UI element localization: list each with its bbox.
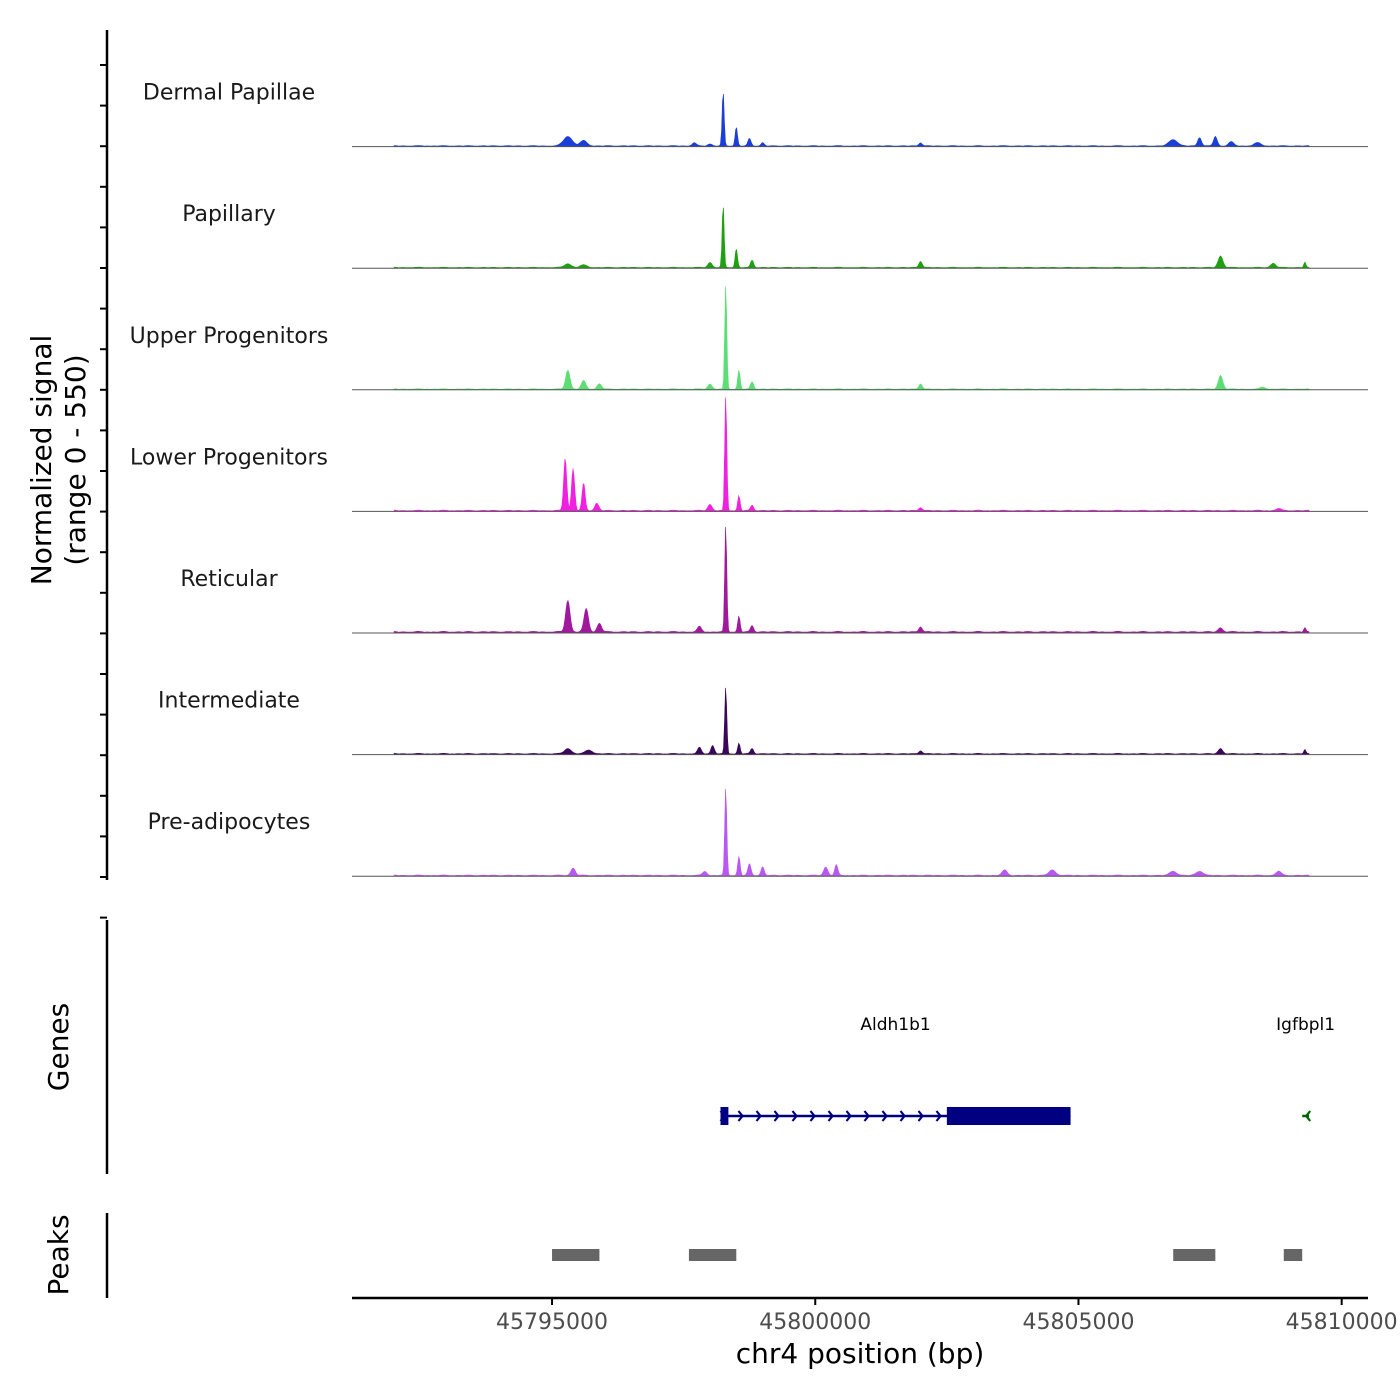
- track-label: Reticular: [180, 567, 278, 592]
- strand-arrow: [917, 1110, 924, 1122]
- coverage-area: [393, 286, 1310, 391]
- gene-label: Aldh1b1: [860, 1015, 930, 1035]
- gene-aldh1b1: Aldh1b1: [719, 1015, 1071, 1125]
- coverage-y-ticks: [100, 64, 107, 919]
- track-papillary: Papillary: [182, 202, 1368, 269]
- coverage-area: [393, 397, 1310, 512]
- strand-arrow: [737, 1110, 744, 1122]
- x-tick-label: 45795000: [496, 1310, 608, 1335]
- peak-region: [688, 1249, 737, 1261]
- strand-arrow: [863, 1110, 870, 1122]
- coverage-area: [393, 207, 1310, 269]
- strand-arrow: [809, 1110, 816, 1122]
- track-label: Lower Progenitors: [130, 445, 328, 470]
- track-lower-progenitors: Lower Progenitors: [130, 397, 1368, 512]
- y-axis-title-range: (range 0 - 550): [59, 354, 92, 565]
- peaks-panel-label: Peaks: [42, 1214, 75, 1295]
- strand-arrow: [827, 1110, 834, 1122]
- track-dermal-papillae: Dermal Papillae: [143, 81, 1368, 148]
- peak-region: [552, 1249, 600, 1261]
- genes-panel: Aldh1b1 Igfbpl1: [719, 1015, 1335, 1125]
- peaks-panel: [552, 1249, 1303, 1261]
- x-tick-label: 45810000: [1286, 1310, 1398, 1335]
- track-label: Upper Progenitors: [130, 324, 329, 349]
- track-label: Papillary: [182, 202, 276, 227]
- track-label: Dermal Papillae: [143, 81, 315, 106]
- track-pre-adipocytes: Pre-adipocytes: [148, 788, 1368, 877]
- coverage-tracks: Dermal Papillae Papillary Upper Progenitor…: [130, 81, 1368, 877]
- track-reticular: Reticular: [180, 526, 1368, 634]
- gene-exon: [720, 1107, 729, 1125]
- track-label: Intermediate: [158, 689, 300, 714]
- y-axis-title: Normalized signal (range 0 - 550): [25, 335, 92, 586]
- strand-arrow: [1304, 1110, 1312, 1122]
- x-axis-ticks: 45795000 45800000 45805000 45810000: [496, 1298, 1398, 1335]
- track-label: Pre-adipocytes: [148, 810, 311, 835]
- peak-region: [1283, 1249, 1303, 1261]
- track-upper-progenitors: Upper Progenitors: [130, 286, 1368, 391]
- genes-panel-label: Genes: [42, 1003, 75, 1091]
- coverage-area: [393, 93, 1310, 147]
- gene-igfbpl1: Igfbpl1: [1276, 1015, 1335, 1122]
- y-axis-title-main: Normalized signal: [25, 335, 58, 586]
- strand-arrow: [791, 1110, 798, 1122]
- x-tick-label: 45805000: [1022, 1310, 1134, 1335]
- coverage-area: [393, 526, 1310, 634]
- x-tick-label: 45800000: [759, 1310, 871, 1335]
- strand-arrow: [773, 1110, 780, 1122]
- strand-arrow: [755, 1110, 762, 1122]
- coverage-area: [393, 788, 1310, 877]
- coverage-area: [393, 687, 1310, 755]
- strand-arrow: [899, 1110, 906, 1122]
- peak-region: [1173, 1249, 1216, 1261]
- strand-arrow: [935, 1110, 942, 1122]
- strand-arrow: [881, 1110, 888, 1122]
- x-axis-title: chr4 position (bp): [736, 1337, 985, 1370]
- strand-arrow: [845, 1110, 852, 1122]
- gene-label: Igfbpl1: [1276, 1015, 1335, 1035]
- gene-exon: [946, 1107, 1071, 1125]
- track-intermediate: Intermediate: [158, 687, 1368, 756]
